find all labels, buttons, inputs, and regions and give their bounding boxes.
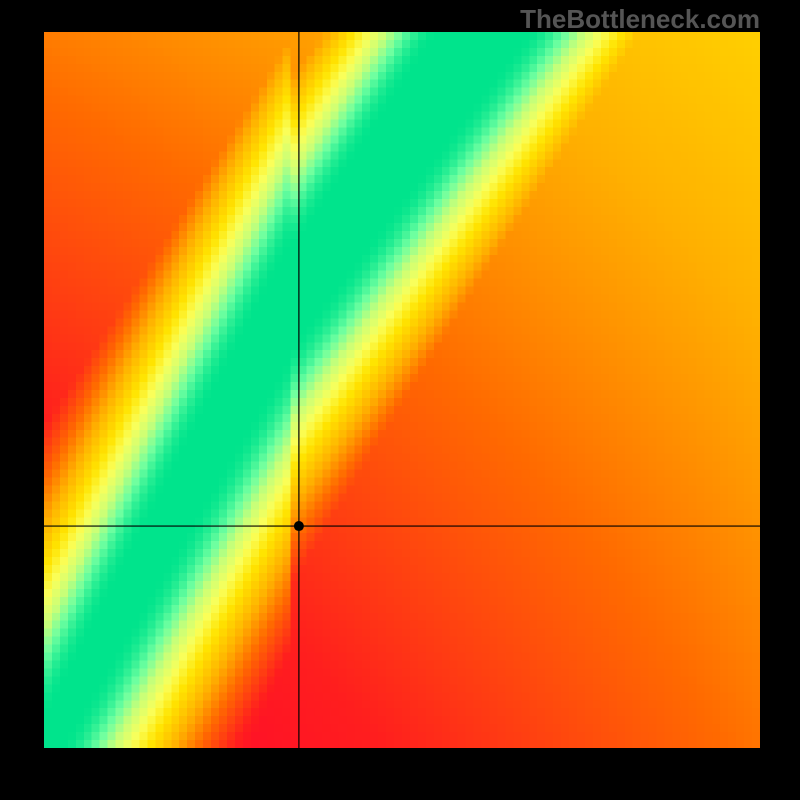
chart-container: TheBottleneck.com xyxy=(0,0,800,800)
bottleneck-heatmap xyxy=(44,32,760,748)
watermark-text: TheBottleneck.com xyxy=(520,4,760,35)
